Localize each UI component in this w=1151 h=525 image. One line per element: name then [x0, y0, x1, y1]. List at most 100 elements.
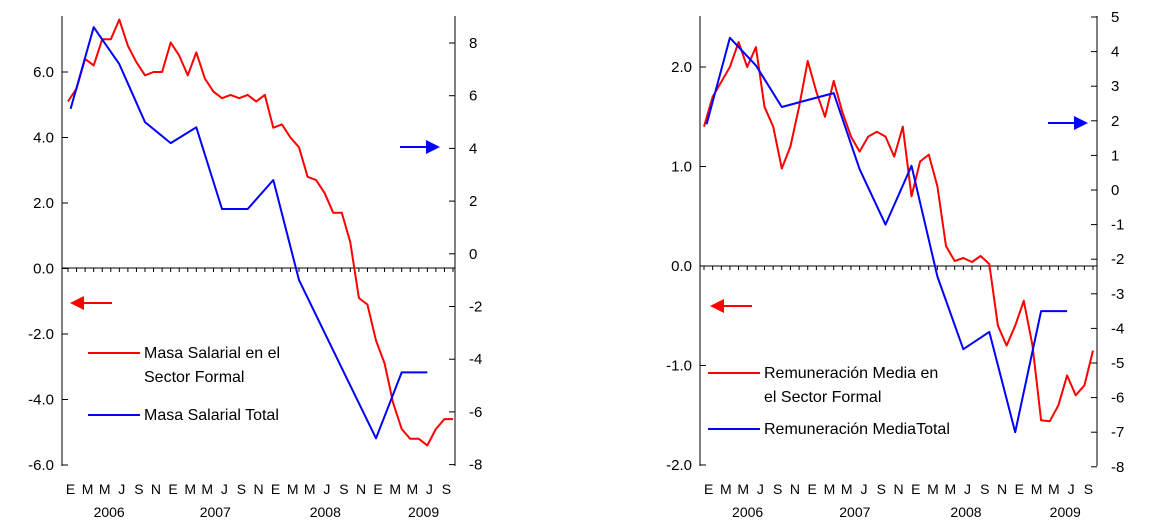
- left-axis-tick-label: -4.0: [28, 392, 54, 409]
- left-axis-tick-label: -6.0: [28, 457, 54, 474]
- x-axis-month-label: J: [757, 481, 764, 497]
- x-axis-month-label: S: [980, 481, 989, 497]
- right-axis-tick-label: 4: [469, 140, 477, 157]
- left-axis-tick-label: -2.0: [666, 457, 692, 474]
- right-axis-tick-label: 0: [1111, 182, 1119, 199]
- right-axis-tick-label: -8: [1111, 459, 1124, 476]
- x-axis-month-label: S: [339, 481, 348, 497]
- x-axis-month-label: S: [134, 481, 143, 497]
- right-axis-tick-label: -4: [469, 351, 482, 368]
- x-axis-month-label: N: [893, 481, 903, 497]
- series-line-red: [703, 41, 1094, 423]
- x-axis-month-label: M: [1031, 481, 1043, 497]
- legend-label: Masa Salarial Total: [144, 407, 279, 424]
- left-axis-tick-label: 2.0: [671, 59, 692, 76]
- x-axis-month-label: M: [824, 481, 836, 497]
- legend-label: Remuneración Media en: [764, 365, 938, 382]
- left-axis-tick-label: -1.0: [666, 358, 692, 375]
- x-axis-month-label: M: [287, 481, 299, 497]
- x-axis-month-label: M: [841, 481, 853, 497]
- x-axis-month-label: S: [877, 481, 886, 497]
- x-axis-month-label: J: [323, 481, 330, 497]
- right-axis-tick-label: 6: [469, 88, 477, 105]
- x-axis-month-label: J: [1068, 481, 1075, 497]
- x-axis-year-label: 2008: [310, 504, 341, 520]
- x-axis-month-label: S: [442, 481, 451, 497]
- x-axis-month-label: J: [964, 481, 971, 497]
- x-axis-month-label: M: [737, 481, 749, 497]
- x-axis-year-label: 2007: [200, 504, 231, 520]
- x-axis-month-label: E: [1015, 481, 1024, 497]
- x-axis-year-label: 2006: [94, 504, 125, 520]
- x-axis-month-label: M: [99, 481, 111, 497]
- x-axis-month-label: J: [118, 481, 125, 497]
- right-axis-tick-label: 2: [1111, 113, 1119, 130]
- left-axis-tick-label: 0.0: [671, 258, 692, 275]
- right-axis-tick-label: -1: [1111, 217, 1124, 234]
- right-axis-tick-label: 0: [469, 246, 477, 263]
- right-axis-tick-label: 5: [1111, 9, 1119, 26]
- right-axis-tick-label: -3: [1111, 286, 1124, 303]
- legend-label: Remuneración MediaTotal: [764, 421, 950, 438]
- left-axis-tick-label: 1.0: [671, 159, 692, 176]
- x-axis-month-label: M: [944, 481, 956, 497]
- x-axis-month-label: E: [66, 481, 75, 497]
- x-axis-month-label: N: [356, 481, 366, 497]
- x-axis-year-label: 2008: [950, 504, 981, 520]
- left-axis-tick-label: 2.0: [33, 195, 54, 212]
- x-axis-month-label: E: [168, 481, 177, 497]
- x-axis-month-label: M: [82, 481, 94, 497]
- x-axis-month-label: E: [808, 481, 817, 497]
- x-axis-month-label: J: [860, 481, 867, 497]
- x-axis-month-label: M: [720, 481, 732, 497]
- x-axis-month-label: J: [221, 481, 228, 497]
- left-axis-arrow-icon: [70, 296, 112, 310]
- x-axis-month-label: E: [373, 481, 382, 497]
- x-axis-year-label: 2009: [408, 504, 439, 520]
- left-axis-arrow-icon: [710, 299, 752, 313]
- legend-label: Masa Salarial en el: [144, 345, 280, 362]
- right-axis-tick-label: -8: [469, 457, 482, 474]
- left-axis-tick-label: 0.0: [33, 261, 54, 278]
- x-axis-month-label: M: [1048, 481, 1060, 497]
- x-axis-year-label: 2006: [732, 504, 763, 520]
- right-axis-tick-label: -2: [1111, 251, 1124, 268]
- x-axis-month-label: N: [790, 481, 800, 497]
- right-axis-tick-label: 2: [469, 193, 477, 210]
- right-axis-tick-label: -6: [1111, 390, 1124, 407]
- right-axis-tick-label: -7: [1111, 424, 1124, 441]
- x-axis-month-label: E: [271, 481, 280, 497]
- right-axis-tick-label: -4: [1111, 320, 1124, 337]
- series-line-blue: [69, 26, 428, 440]
- legend-label: el Sector Formal: [764, 389, 881, 406]
- right-axis-tick-label: 8: [469, 35, 477, 52]
- right-axis-tick-label: 1: [1111, 147, 1119, 164]
- right-axis-tick-label: -2: [469, 299, 482, 316]
- x-axis-month-label: N: [151, 481, 161, 497]
- x-axis-month-label: E: [911, 481, 920, 497]
- chart-remuneracion-media: 2.0 1.0 0.0 -1.0 -2.0 5 4 3 2 1 0 -1 -2 -3 -4 -5 -6 -7 -8 E…: [666, 9, 1124, 520]
- right-axis-arrow-icon: [1048, 116, 1088, 130]
- right-axis-tick-label: -6: [469, 404, 482, 421]
- x-axis-month-label: M: [406, 481, 418, 497]
- x-axis-month-label: M: [389, 481, 401, 497]
- x-axis-month-label: J: [426, 481, 433, 497]
- right-axis-tick-label: 3: [1111, 78, 1119, 95]
- x-axis-month-label: N: [253, 481, 263, 497]
- x-axis-month-label: N: [997, 481, 1007, 497]
- x-axis-month-label: M: [927, 481, 939, 497]
- legend-label: Sector Formal: [144, 369, 244, 386]
- x-axis-month-label: M: [201, 481, 213, 497]
- right-axis-tick-label: 4: [1111, 44, 1119, 61]
- x-axis-month-label: M: [304, 481, 316, 497]
- x-axis-month-label: S: [237, 481, 246, 497]
- x-axis-month-label: S: [773, 481, 782, 497]
- right-axis-tick-label: -5: [1111, 355, 1124, 372]
- series-line-red: [67, 18, 453, 447]
- x-axis-month-label: M: [184, 481, 196, 497]
- x-axis-year-label: 2009: [1050, 504, 1081, 520]
- left-axis-tick-label: -2.0: [28, 326, 54, 343]
- x-axis-year-label: 2007: [839, 504, 870, 520]
